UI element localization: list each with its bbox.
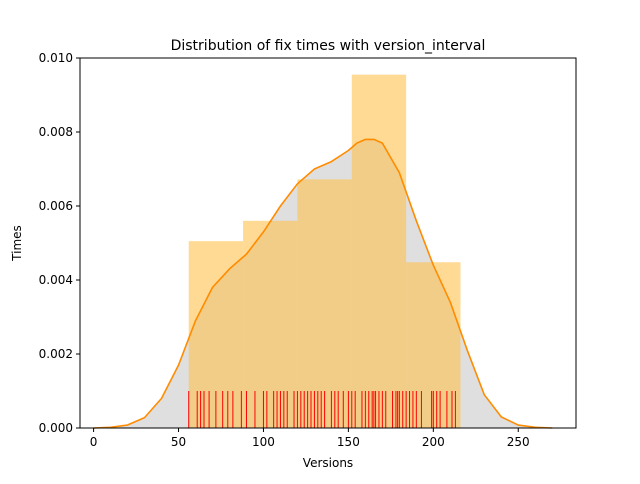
x-tick-label: 250 <box>507 435 530 449</box>
x-axis-ticks: 0 50 100 150 200 250 <box>90 428 530 449</box>
y-tick-label: 0.000 <box>39 421 73 435</box>
histogram-bar <box>351 74 407 429</box>
rug-layer <box>188 391 456 428</box>
x-tick-label: 50 <box>171 435 186 449</box>
x-tick-label: 0 <box>90 435 98 449</box>
x-tick-label: 100 <box>252 435 275 449</box>
x-axis-label: Versions <box>303 456 353 470</box>
chart-title: Distribution of fix times with version_i… <box>171 38 486 54</box>
y-tick-label: 0.008 <box>39 125 73 139</box>
plot-frame <box>79 57 577 429</box>
y-axis-label: Times <box>10 225 24 262</box>
x-tick-label: 200 <box>422 435 445 449</box>
histogram-bars-layer <box>188 74 461 429</box>
y-tick-label: 0.010 <box>39 51 73 65</box>
kde-line-layer <box>93 138 553 429</box>
y-tick-label: 0.006 <box>39 199 73 213</box>
y-axis-ticks: 0.000 0.002 0.004 0.006 0.008 0.010 <box>39 51 80 435</box>
x-tick-label: 150 <box>337 435 360 449</box>
kde-line <box>93 138 553 429</box>
y-tick-label: 0.002 <box>39 347 73 361</box>
histogram-bar <box>297 179 352 428</box>
y-tick-label: 0.004 <box>39 273 73 287</box>
histogram-bar <box>243 220 298 428</box>
